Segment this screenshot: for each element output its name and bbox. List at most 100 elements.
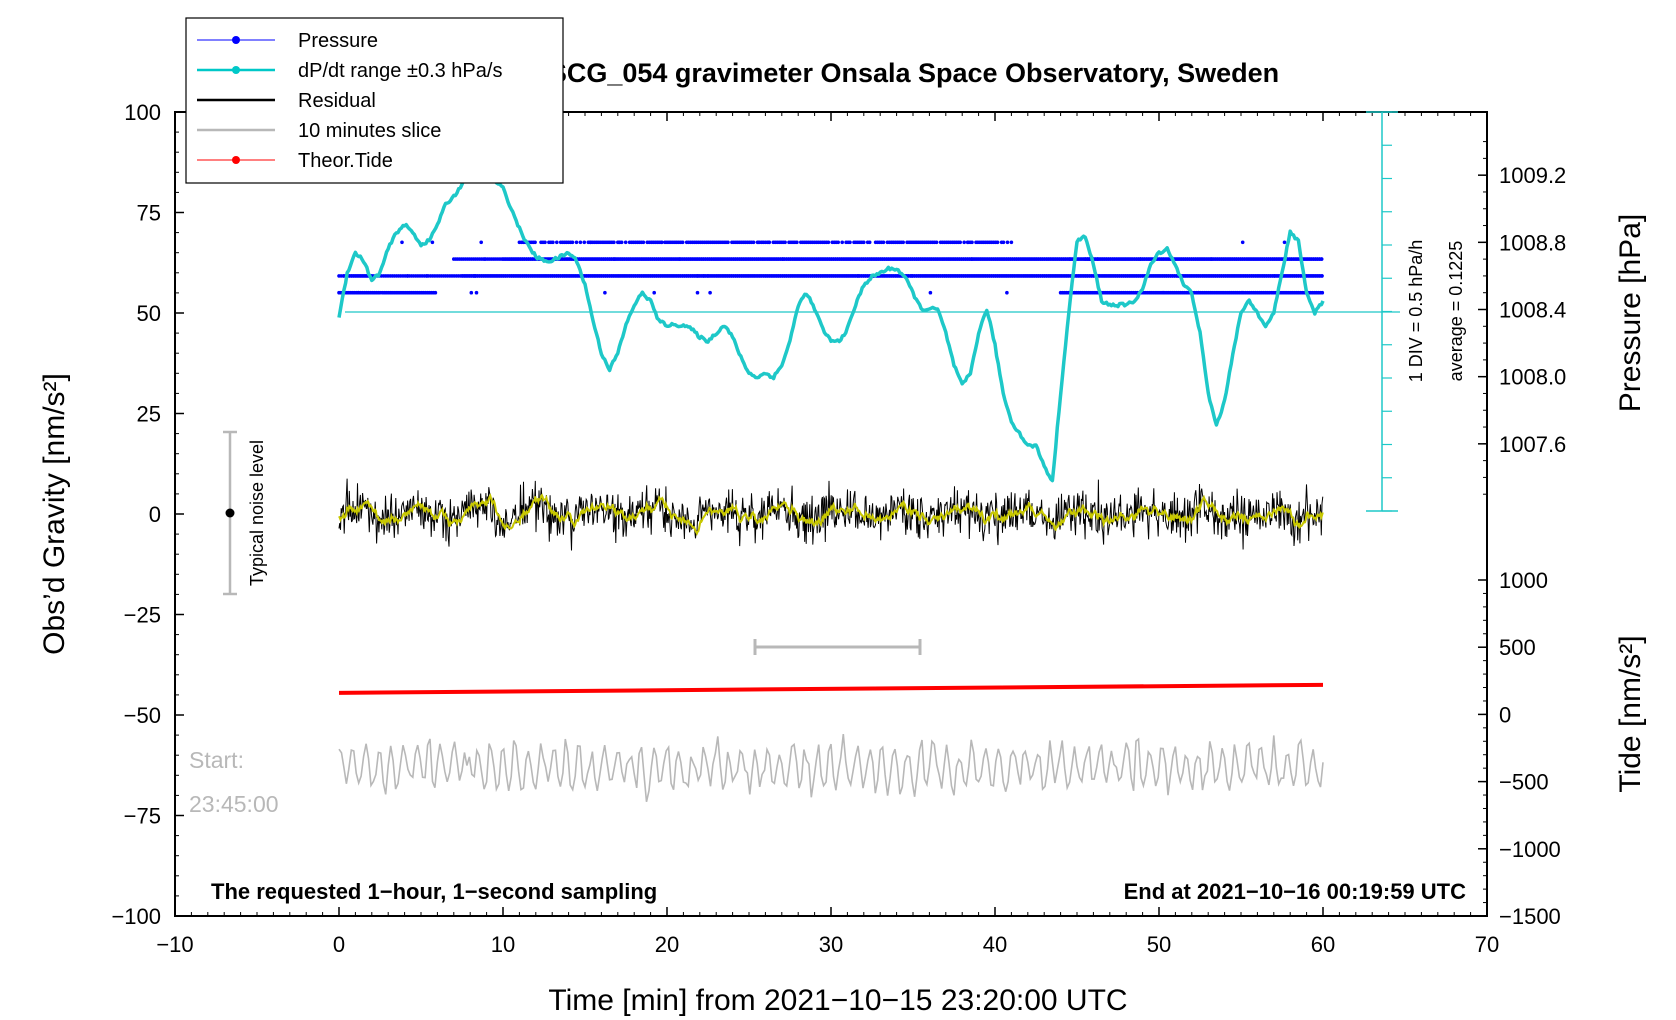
pressure-point <box>970 257 974 261</box>
pressure-point <box>1272 274 1277 278</box>
pressure-point <box>612 257 617 261</box>
pressure-point <box>965 240 970 245</box>
pressure-axis-label: Pressure [hPa] <box>1614 214 1647 412</box>
pressure-point <box>555 240 559 245</box>
legend-label: Pressure <box>298 30 378 52</box>
y-tick-label: 0 <box>149 502 161 527</box>
tide-tick-label: 0 <box>1499 702 1511 727</box>
pressure-point <box>767 240 771 245</box>
legend-label: Theor.Tide <box>298 150 393 172</box>
pressure-point <box>543 240 547 245</box>
pressure-point <box>795 240 799 245</box>
pressure-point <box>840 240 844 245</box>
pressure-point <box>582 240 587 245</box>
pressure-point <box>862 240 866 245</box>
legend-label: dP/dt range ±0.3 hPa/s <box>298 60 502 82</box>
pressure-point <box>612 240 616 245</box>
x-axis-label: Time [min] from 2021−10−15 23:20:00 UTC <box>548 984 1127 1017</box>
pressure-point <box>1196 290 1201 295</box>
pressure-point <box>881 240 886 245</box>
tide-tick-label: 500 <box>1499 635 1536 660</box>
y-tick-labels: 100 75 50 25 0 −25 −50 −75 −100 <box>111 100 161 929</box>
y-tick-label: −75 <box>124 804 161 829</box>
noise-level-dot <box>225 508 235 518</box>
pressure-point <box>652 290 656 295</box>
pressure-point <box>430 240 435 245</box>
x-tick-label: 50 <box>1147 932 1171 957</box>
pressure-point <box>469 290 474 295</box>
pressure-point <box>781 257 785 261</box>
pressure-tick-label: 1008.4 <box>1499 298 1566 323</box>
pressure-point <box>783 240 787 245</box>
pressure-point <box>405 274 410 278</box>
pressure-point <box>574 240 579 245</box>
pressure-point <box>1319 257 1324 261</box>
x-tick-labels: −10 0 10 20 30 40 50 60 70 <box>156 932 1499 957</box>
tide-tick-labels: 1000 500 0 −500 −1000 −1500 <box>1499 568 1561 929</box>
pressure-point <box>1138 257 1143 261</box>
y-tick-label: −100 <box>111 904 161 929</box>
pressure-point <box>473 274 478 278</box>
start-label: Start: <box>189 747 244 773</box>
pressure-tick-label: 1008.0 <box>1499 365 1566 390</box>
average-label: average = 0.1225 <box>1446 241 1466 382</box>
x-tick-label: 0 <box>333 932 345 957</box>
tide-tick-label: −1500 <box>1499 904 1561 929</box>
pressure-point <box>1320 274 1324 278</box>
series-pressure <box>337 240 1325 295</box>
x-tick-label: −10 <box>156 932 193 957</box>
tide-tick-label: 1000 <box>1499 568 1548 593</box>
x-tick-label: 40 <box>983 932 1007 957</box>
pressure-point <box>479 240 484 245</box>
pressure-point <box>474 290 479 295</box>
start-time: 23:45:00 <box>189 791 279 817</box>
y-tick-label: 25 <box>137 402 161 427</box>
pressure-point <box>995 240 1000 245</box>
noise-level-label: Typical noise level <box>247 440 267 586</box>
y-tick-label: 100 <box>124 100 161 125</box>
pressure-point <box>425 274 429 278</box>
legend-label: 10 minutes slice <box>298 120 441 142</box>
pressure-point <box>578 240 583 245</box>
y-axis-label: Obs’d Gravity [nm/s²] <box>38 373 71 655</box>
pressure-point <box>1005 290 1009 295</box>
x-tick-label: 10 <box>491 932 515 957</box>
slice-window-marker <box>753 639 922 655</box>
pressure-point <box>677 257 682 261</box>
pressure-point <box>1240 290 1245 295</box>
x-tick-label: 60 <box>1311 932 1335 957</box>
pressure-point <box>588 240 593 245</box>
pressure-tick-label: 1008.8 <box>1499 230 1566 255</box>
pressure-point <box>1001 240 1006 245</box>
pressure-point <box>1068 257 1072 261</box>
series-tide-line <box>338 682 1324 695</box>
y-tick-label: −50 <box>124 703 161 728</box>
pressure-tick-labels: 1009.2 1008.8 1008.4 1008.0 1007.6 <box>1499 163 1566 457</box>
end-time-note: End at 2021−10−16 00:19:59 UTC <box>1124 879 1467 904</box>
pressure-tick-label: 1009.2 <box>1499 163 1566 188</box>
pressure-point <box>551 240 555 245</box>
pressure-point <box>867 240 872 245</box>
y-tick-label: −25 <box>124 603 161 628</box>
pressure-point <box>706 274 710 278</box>
dpdt-div-axis <box>1366 111 1398 512</box>
pressure-point <box>619 240 624 245</box>
pressure-point <box>1320 290 1325 295</box>
pressure-point <box>695 290 700 295</box>
pressure-point <box>701 274 706 278</box>
pressure-point <box>910 274 914 278</box>
pressure-point <box>617 240 621 245</box>
y-tick-label: 75 <box>137 201 161 226</box>
pressure-point <box>623 240 628 245</box>
pressure-point <box>962 240 966 245</box>
pressure-point <box>856 274 860 278</box>
pressure-point <box>901 240 905 245</box>
pressure-point <box>400 240 404 245</box>
pressure-point <box>695 274 700 278</box>
pressure-point <box>1009 240 1014 245</box>
pressure-point <box>848 240 852 245</box>
pressure-point <box>708 290 712 295</box>
pressure-point <box>756 240 761 245</box>
pressure-point <box>641 240 646 245</box>
